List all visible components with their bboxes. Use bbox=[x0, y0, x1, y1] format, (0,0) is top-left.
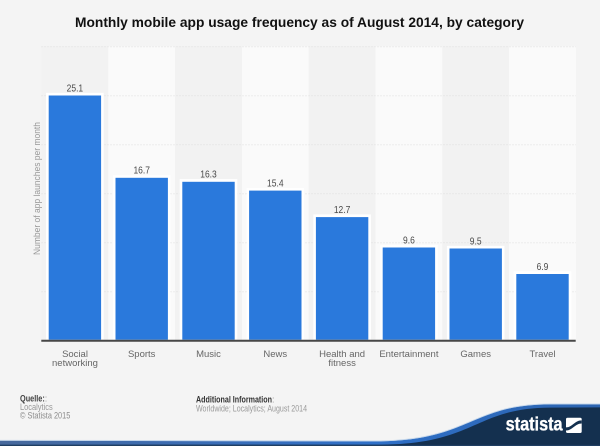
svg-text:Additional Information:: Additional Information: bbox=[196, 394, 275, 404]
svg-text:statista: statista bbox=[506, 415, 563, 436]
svg-text:fitness: fitness bbox=[328, 358, 356, 369]
svg-text:9.6: 9.6 bbox=[403, 234, 415, 246]
svg-text:16.3: 16.3 bbox=[200, 169, 217, 181]
svg-text:Games: Games bbox=[460, 349, 491, 360]
svg-text:16.7: 16.7 bbox=[133, 165, 150, 177]
svg-text:Music: Music bbox=[196, 349, 221, 360]
svg-text:Sports: Sports bbox=[128, 349, 156, 360]
svg-text:6.9: 6.9 bbox=[537, 261, 549, 273]
svg-text:networking: networking bbox=[52, 358, 98, 369]
svg-text:Travel: Travel bbox=[529, 349, 555, 360]
svg-text:Localytics: Localytics bbox=[20, 402, 53, 412]
svg-text:12.7: 12.7 bbox=[334, 204, 351, 216]
svg-text:Monthly mobile app usage frequ: Monthly mobile app usage frequency as of… bbox=[75, 14, 524, 30]
svg-text:Quelle::: Quelle:: bbox=[20, 393, 47, 403]
svg-text:Entertainment: Entertainment bbox=[379, 349, 439, 360]
svg-text:Number of app launches per mon: Number of app launches per month bbox=[32, 122, 42, 255]
svg-text:15.4: 15.4 bbox=[267, 177, 284, 189]
svg-text:25.1: 25.1 bbox=[67, 82, 84, 94]
svg-text:News: News bbox=[263, 349, 287, 360]
svg-text:9.5: 9.5 bbox=[470, 235, 482, 247]
svg-text:Health and: Health and bbox=[319, 349, 365, 360]
svg-text:Worldwide; Localytics; August: Worldwide; Localytics; August 2014 bbox=[196, 404, 307, 414]
svg-text:Social: Social bbox=[62, 349, 88, 360]
svg-text:© Statista 2015: © Statista 2015 bbox=[20, 411, 70, 421]
